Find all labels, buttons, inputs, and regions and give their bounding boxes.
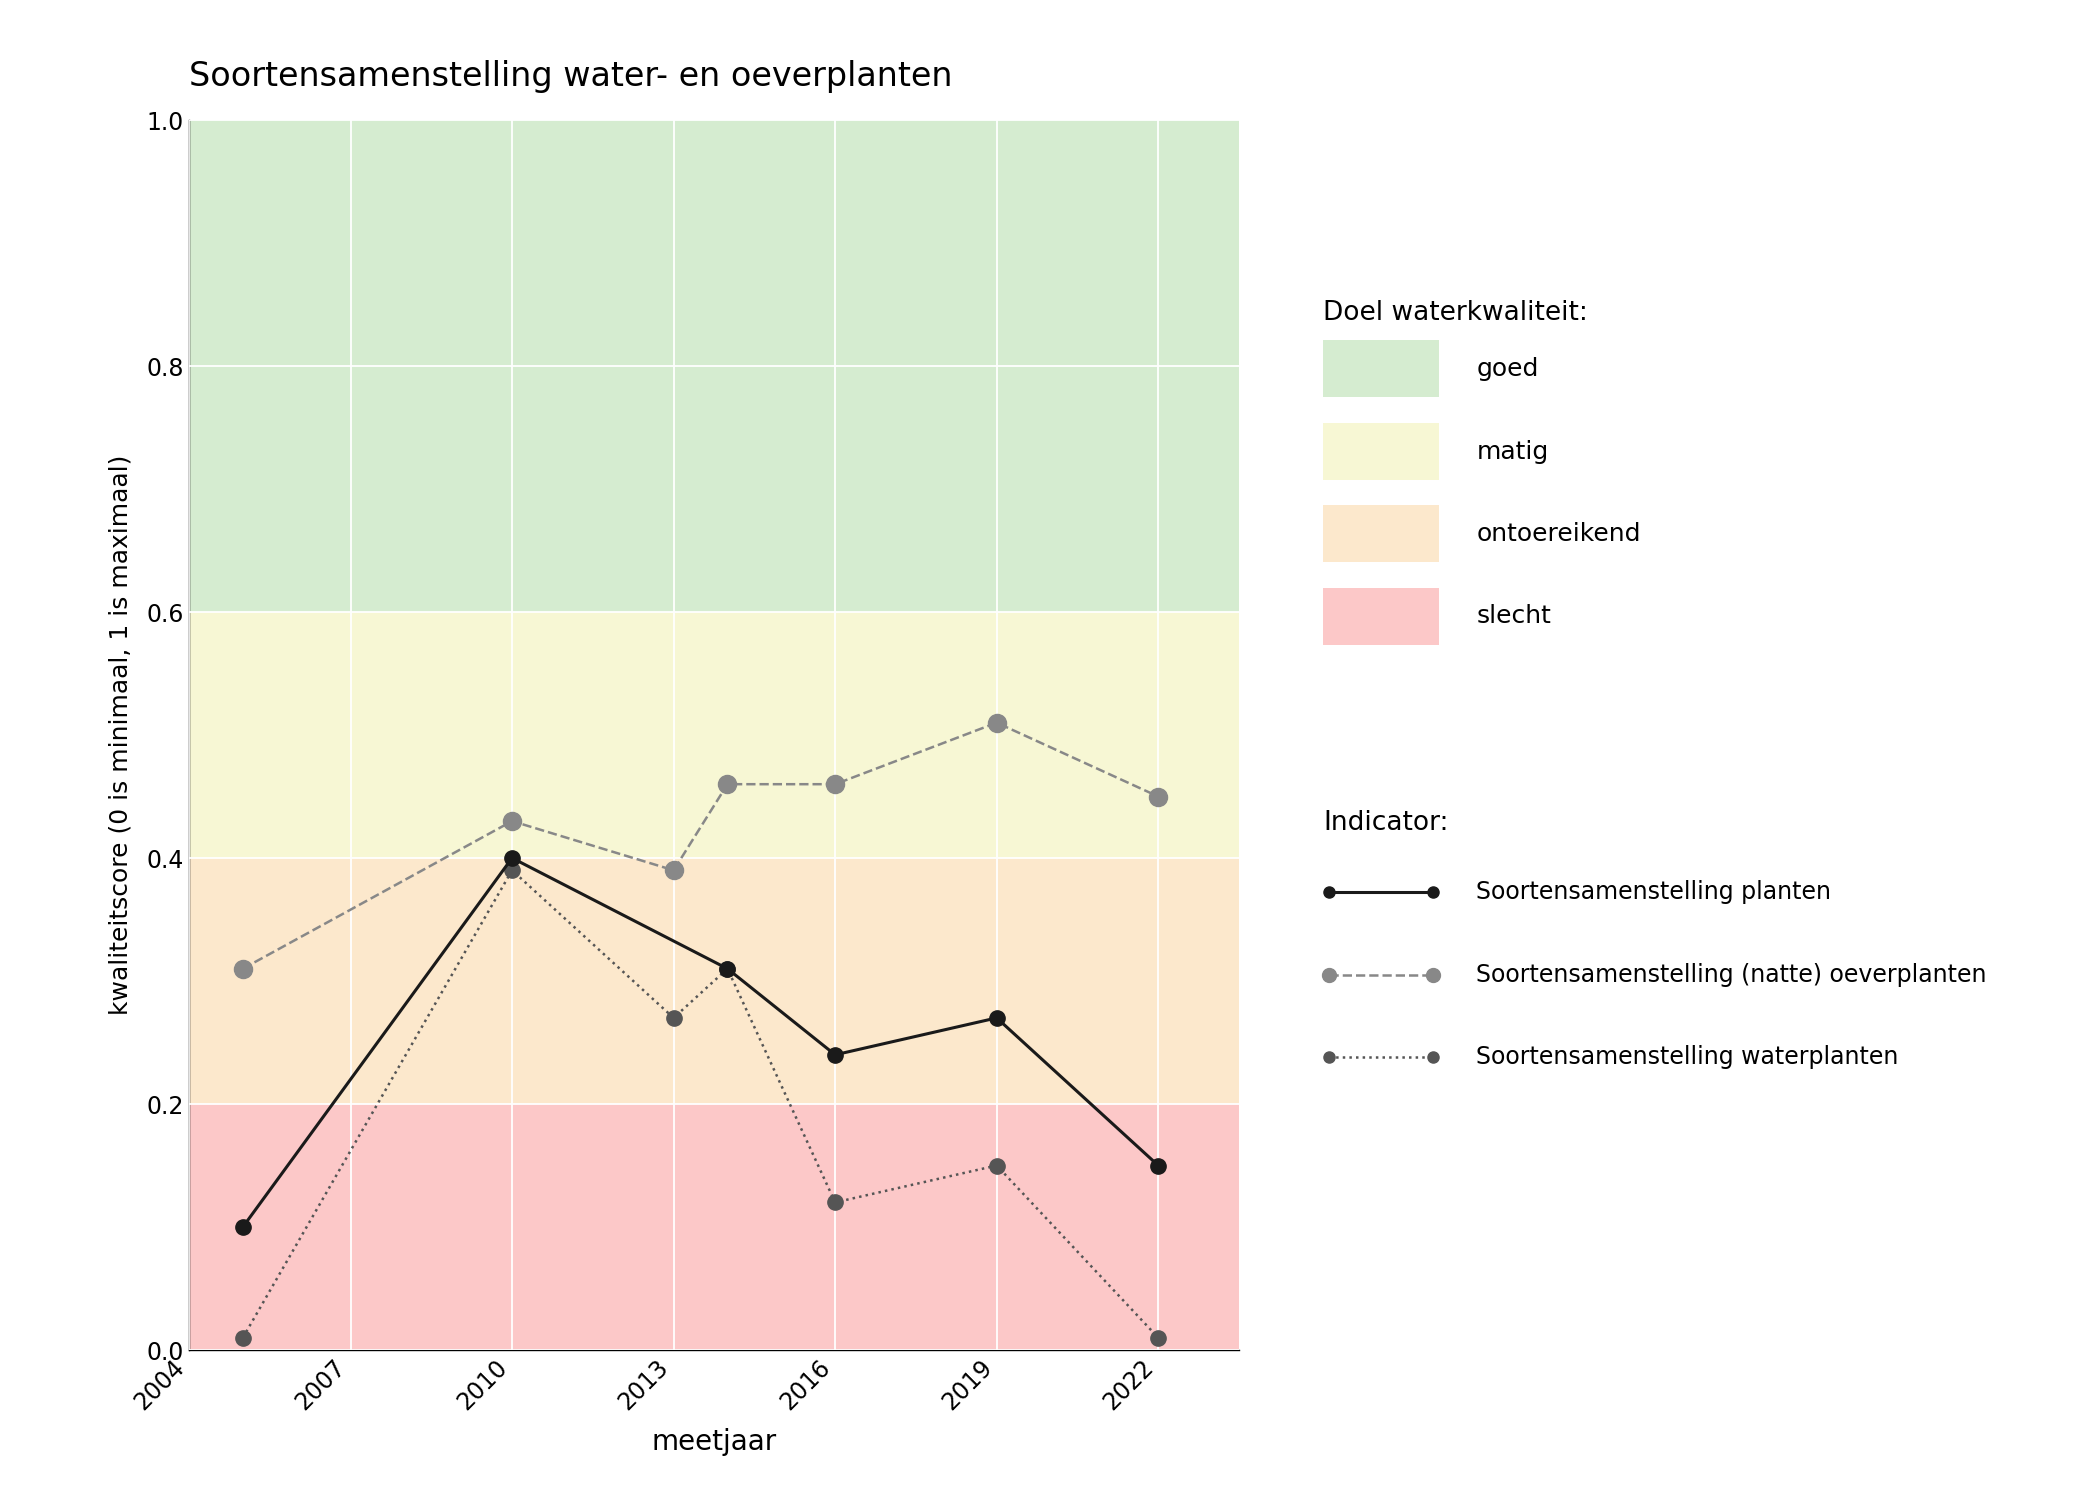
Text: Soortensamenstelling water- en oeverplanten: Soortensamenstelling water- en oeverplan… <box>189 60 953 93</box>
Text: Soortensamenstelling planten: Soortensamenstelling planten <box>1476 880 1831 904</box>
Y-axis label: kwaliteitscore (0 is minimaal, 1 is maximaal): kwaliteitscore (0 is minimaal, 1 is maxi… <box>109 454 132 1016</box>
Text: Soortensamenstelling waterplanten: Soortensamenstelling waterplanten <box>1476 1046 1898 1070</box>
Text: ontoereikend: ontoereikend <box>1476 522 1640 546</box>
Bar <box>189 858 1239 1104</box>
Bar <box>189 612 1239 858</box>
Bar <box>189 120 1239 612</box>
Text: Soortensamenstelling (natte) oeverplanten: Soortensamenstelling (natte) oeverplante… <box>1476 963 1987 987</box>
Text: Doel waterkwaliteit:: Doel waterkwaliteit: <box>1323 300 1588 326</box>
Text: matig: matig <box>1476 440 1548 464</box>
Text: goed: goed <box>1476 357 1539 381</box>
Bar <box>189 1104 1239 1350</box>
Text: slecht: slecht <box>1476 604 1552 628</box>
X-axis label: meetjaar: meetjaar <box>651 1428 777 1456</box>
Text: Indicator:: Indicator: <box>1323 810 1449 836</box>
